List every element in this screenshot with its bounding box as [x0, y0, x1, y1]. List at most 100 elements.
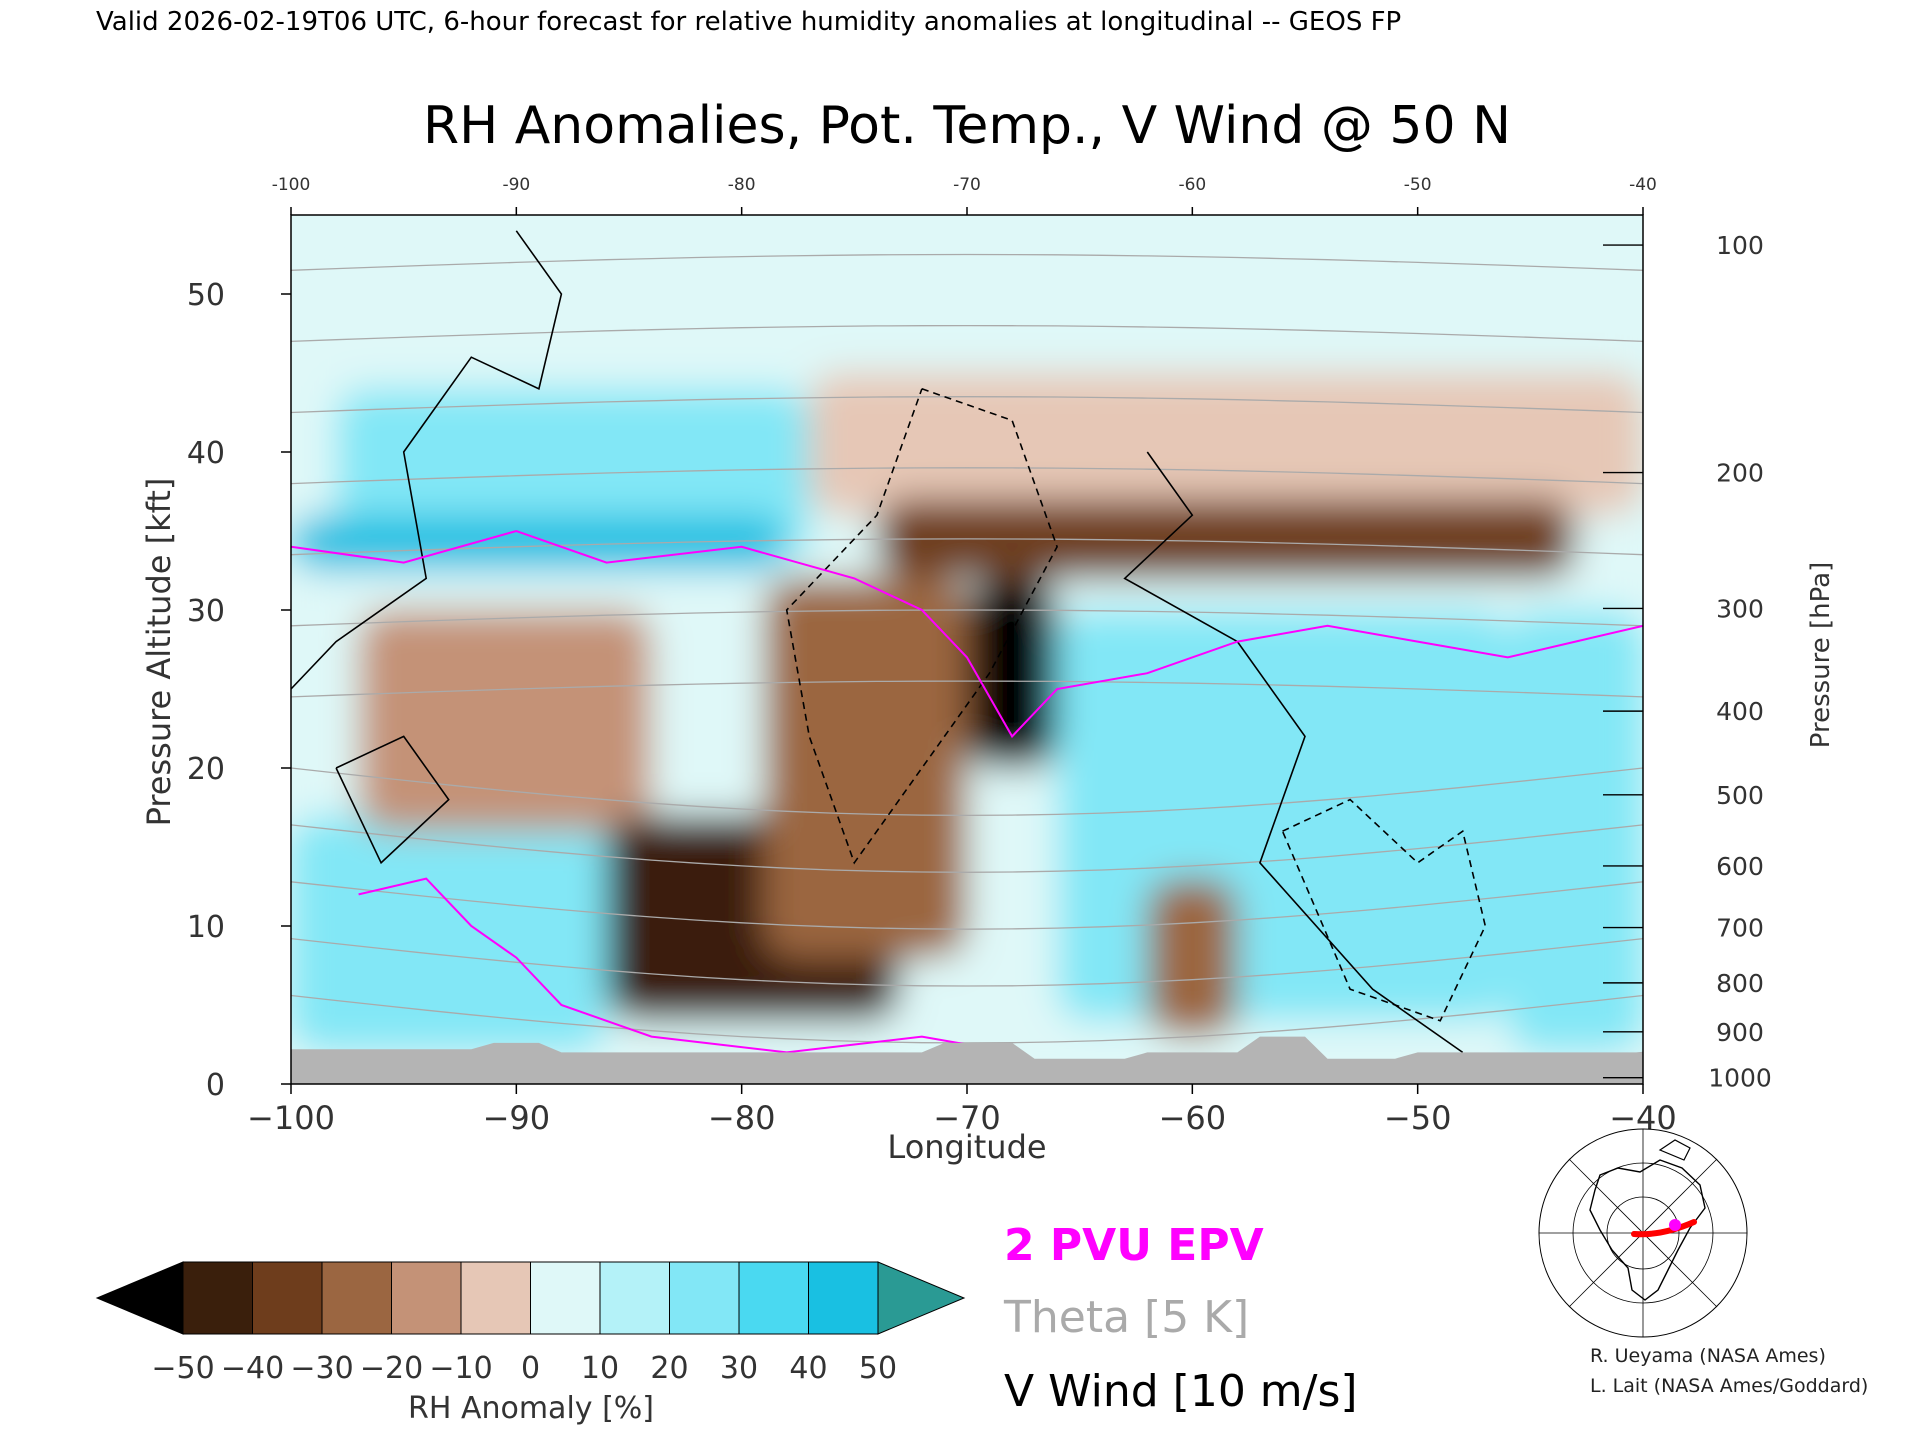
theta-isentrope — [291, 881, 1643, 930]
theta-isentrope — [291, 824, 1643, 873]
x-axis-label: Longitude — [887, 1128, 1046, 1166]
rh-region — [358, 610, 652, 832]
locator-map-coastline — [1658, 1139, 1691, 1161]
rh-region — [1147, 878, 1238, 1037]
rh-anomaly-field — [291, 215, 1643, 1084]
y-axis-label-right: Pressure [hPa] — [1806, 562, 1836, 749]
pressure-tick-label: 900 — [1716, 1018, 1764, 1047]
pressure-tick-label: 1000 — [1708, 1064, 1772, 1093]
colorbar-under-arrow — [95, 1261, 184, 1335]
vwind-contour — [1281, 798, 1487, 1022]
rh-region — [291, 515, 787, 571]
theta-isentrope — [291, 937, 1643, 987]
colorbar-tick-label: 10 — [581, 1351, 619, 1386]
colorbar-tick-label: 50 — [859, 1351, 897, 1386]
colorbar-bin — [530, 1261, 601, 1335]
surface-terrain — [291, 1036, 1643, 1084]
colorbar-bin — [738, 1261, 809, 1335]
rh-region — [1507, 610, 1643, 1053]
colorbar-tick-label: −20 — [360, 1351, 423, 1386]
terrain — [291, 1036, 1643, 1084]
x-tick-label: −60 — [1159, 1099, 1227, 1137]
header-text: Valid 2026-02-19T06 UTC, 6-hour forecast… — [96, 7, 1401, 37]
y-tick-label: 30 — [187, 594, 225, 629]
chart-title: RH Anomalies, Pot. Temp., V Wind @ 50 N — [423, 96, 1511, 156]
x-tick-label: −50 — [1384, 1099, 1452, 1137]
x-tick-label: −90 — [483, 1099, 551, 1137]
colorbar-over-arrow — [877, 1261, 966, 1335]
colorbar-tick-label: −10 — [429, 1351, 492, 1386]
theta-isentrope — [291, 467, 1643, 485]
colorbar-bin — [669, 1261, 740, 1335]
x-tick-label-top: -70 — [953, 175, 981, 195]
x-tick-label-top: -80 — [728, 175, 756, 195]
credit-line-2: L. Lait (NASA Ames/Goddard) — [1590, 1375, 1868, 1397]
vwind-contour — [335, 735, 450, 865]
colorbar-bin — [391, 1261, 462, 1335]
colorbar-tick-label: −30 — [290, 1351, 353, 1386]
rh-region — [291, 815, 607, 1053]
rh-region — [1057, 610, 1508, 1021]
rh-region — [809, 373, 1643, 516]
x-tick-label: −70 — [933, 1099, 1001, 1137]
locator-map — [1538, 1128, 1748, 1338]
theta-isentrope — [291, 609, 1643, 627]
colorbar-bin — [321, 1261, 392, 1335]
colorbar: −50 −40 −30 −20 −10 0 10 20 30 40 50 — [95, 1261, 966, 1386]
colorbar-bin — [808, 1261, 879, 1335]
pressure-tick-label: 200 — [1716, 459, 1764, 488]
pressure-tick-label: 400 — [1716, 697, 1764, 726]
pressure-tick-label: 500 — [1716, 781, 1764, 810]
theta-isentrope — [291, 396, 1643, 414]
y-tick-label: 40 — [187, 436, 225, 471]
epv-contour — [358, 877, 1013, 1054]
colorbar-tick-label: 0 — [521, 1351, 540, 1386]
colorbar-bin — [182, 1261, 253, 1335]
rh-region — [967, 578, 1058, 768]
epv-contour — [291, 529, 1643, 739]
epv-contours — [291, 529, 1643, 1054]
colorbar-bin — [252, 1261, 323, 1335]
x-tick-label-top: -50 — [1404, 175, 1432, 195]
colorbar-tick-label: 40 — [789, 1351, 827, 1386]
vwind-contour — [291, 230, 563, 690]
pressure-tick-label: 800 — [1716, 969, 1764, 998]
vwind-contour — [785, 388, 1058, 865]
pressure-tick-label: 300 — [1716, 594, 1764, 623]
colorbar-tick-label: 20 — [650, 1351, 688, 1386]
x-tick-label: −80 — [708, 1099, 776, 1137]
x-tick-label-top: -100 — [272, 175, 311, 195]
colorbar-tick-label: 30 — [720, 1351, 758, 1386]
legend-theta: Theta [5 K] — [1003, 1292, 1249, 1343]
y-tick-label: 50 — [187, 278, 225, 313]
x-tick-label: −100 — [247, 1099, 335, 1137]
y-tick-label: 10 — [187, 910, 225, 945]
vwind-contours — [291, 230, 1487, 1054]
x-tick-label-top: -40 — [1629, 175, 1657, 195]
legend-epv: 2 PVU EPV — [1004, 1220, 1264, 1271]
rh-region — [764, 578, 967, 958]
colorbar-tick-label: −40 — [221, 1351, 284, 1386]
pressure-tick-label: 600 — [1716, 852, 1764, 881]
locator-map-coastline — [1589, 1159, 1706, 1301]
y-tick-label: 20 — [187, 752, 225, 787]
theta-isentrope — [291, 253, 1643, 271]
x-tick-label-top: -90 — [502, 175, 530, 195]
colorbar-label: RH Anomaly [%] — [408, 1391, 654, 1426]
locator-map-track — [1631, 1219, 1697, 1238]
pressure-tick-label: 700 — [1716, 914, 1764, 943]
colorbar-tick-label: −50 — [151, 1351, 214, 1386]
y-axis-label-left: Pressure Altitude [kft] — [140, 478, 178, 827]
theta-isentrope — [291, 680, 1643, 698]
locator-map-marker — [1669, 1219, 1681, 1231]
colorbar-bin — [599, 1261, 670, 1335]
pressure-tick-label: 100 — [1716, 231, 1764, 260]
theta-isentrope — [291, 767, 1643, 817]
credit-line-1: R. Ueyama (NASA Ames) — [1590, 1345, 1826, 1367]
colorbar-bin — [460, 1261, 531, 1335]
theta-isentrope — [291, 324, 1643, 343]
plot-area: −100-100−90-90−80-80−70-70−60-60−50-50−4… — [187, 175, 1772, 1137]
y-tick-label: 0 — [206, 1068, 225, 1103]
legend-vwind: V Wind [10 m/s] — [1004, 1366, 1358, 1417]
